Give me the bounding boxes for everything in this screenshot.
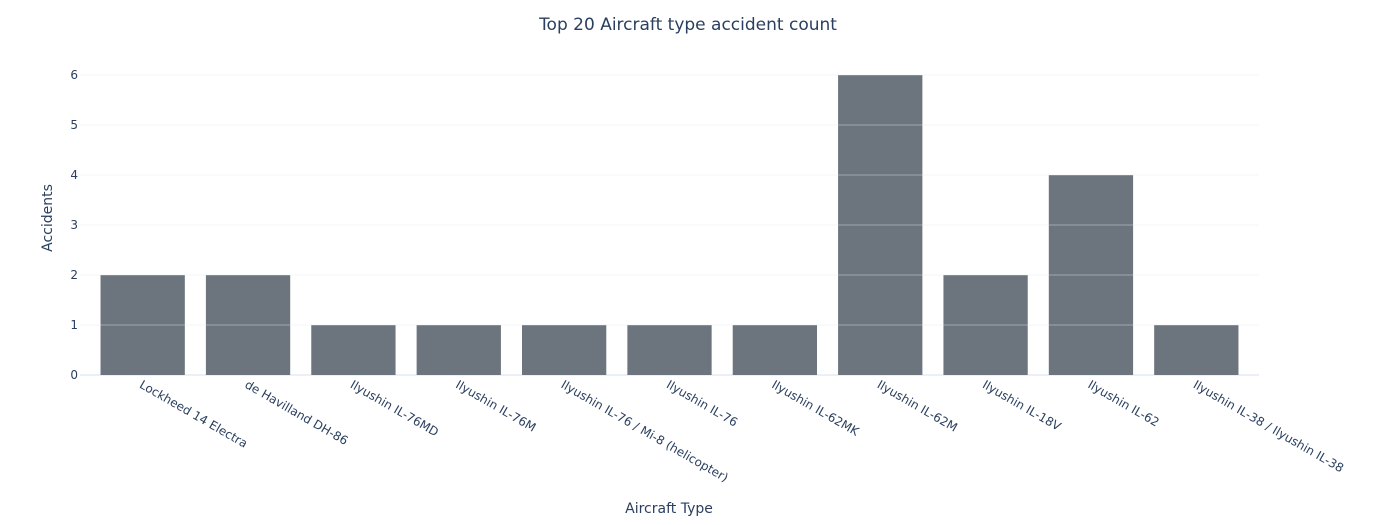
y-tick-label: 1 xyxy=(70,318,78,332)
y-tick-labels: 0 1 2 3 4 5 6 xyxy=(70,68,78,382)
x-tick-label: Ilyushin IL-38 / Ilyushin IL-38 xyxy=(1191,377,1346,475)
bar[interactable] xyxy=(416,325,501,375)
y-tick-label: 0 xyxy=(70,368,78,382)
x-axis-title: Aircraft Type xyxy=(625,501,713,517)
x-tick-label: Ilyushin IL-62MK xyxy=(769,377,862,439)
y-tick-label: 5 xyxy=(70,118,78,132)
x-tick-label: Ilyushin IL-62M xyxy=(875,377,960,434)
x-tick-label: Ilyushin IL-76 / Mi-8 (helicopter) xyxy=(559,377,731,484)
x-tick-label: Lockheed 14 Electra xyxy=(137,377,250,450)
bar[interactable] xyxy=(100,275,185,375)
bar[interactable] xyxy=(1154,325,1239,375)
x-tick-label: de Havilland DH-86 xyxy=(243,377,351,447)
bar[interactable] xyxy=(311,325,396,375)
y-tick-label: 4 xyxy=(70,168,78,182)
x-tick-label: Ilyushin IL-76M xyxy=(453,377,538,434)
y-tick-label: 2 xyxy=(70,268,78,282)
y-axis-title: Accidents xyxy=(40,184,56,252)
bar[interactable] xyxy=(521,325,607,375)
x-tick-label: Ilyushin IL-76 xyxy=(664,377,740,429)
bar[interactable] xyxy=(1048,175,1134,375)
y-tick-label: 6 xyxy=(70,68,78,82)
x-tick-label: Ilyushin IL-76MD xyxy=(348,377,441,439)
chart-title: Top 20 Aircraft type accident count xyxy=(538,15,837,35)
bar[interactable] xyxy=(838,75,923,375)
bar[interactable] xyxy=(205,275,291,375)
bar-layer xyxy=(100,75,1239,375)
bar[interactable] xyxy=(943,275,1028,375)
bar[interactable] xyxy=(732,325,818,375)
x-tick-label: Ilyushin IL-62 xyxy=(1085,377,1161,429)
x-tick-label: Ilyushin IL-18V xyxy=(980,377,1064,434)
y-tick-label: 3 xyxy=(70,218,78,232)
bar[interactable] xyxy=(627,325,712,375)
overlay-grid-layer xyxy=(80,74,1259,326)
